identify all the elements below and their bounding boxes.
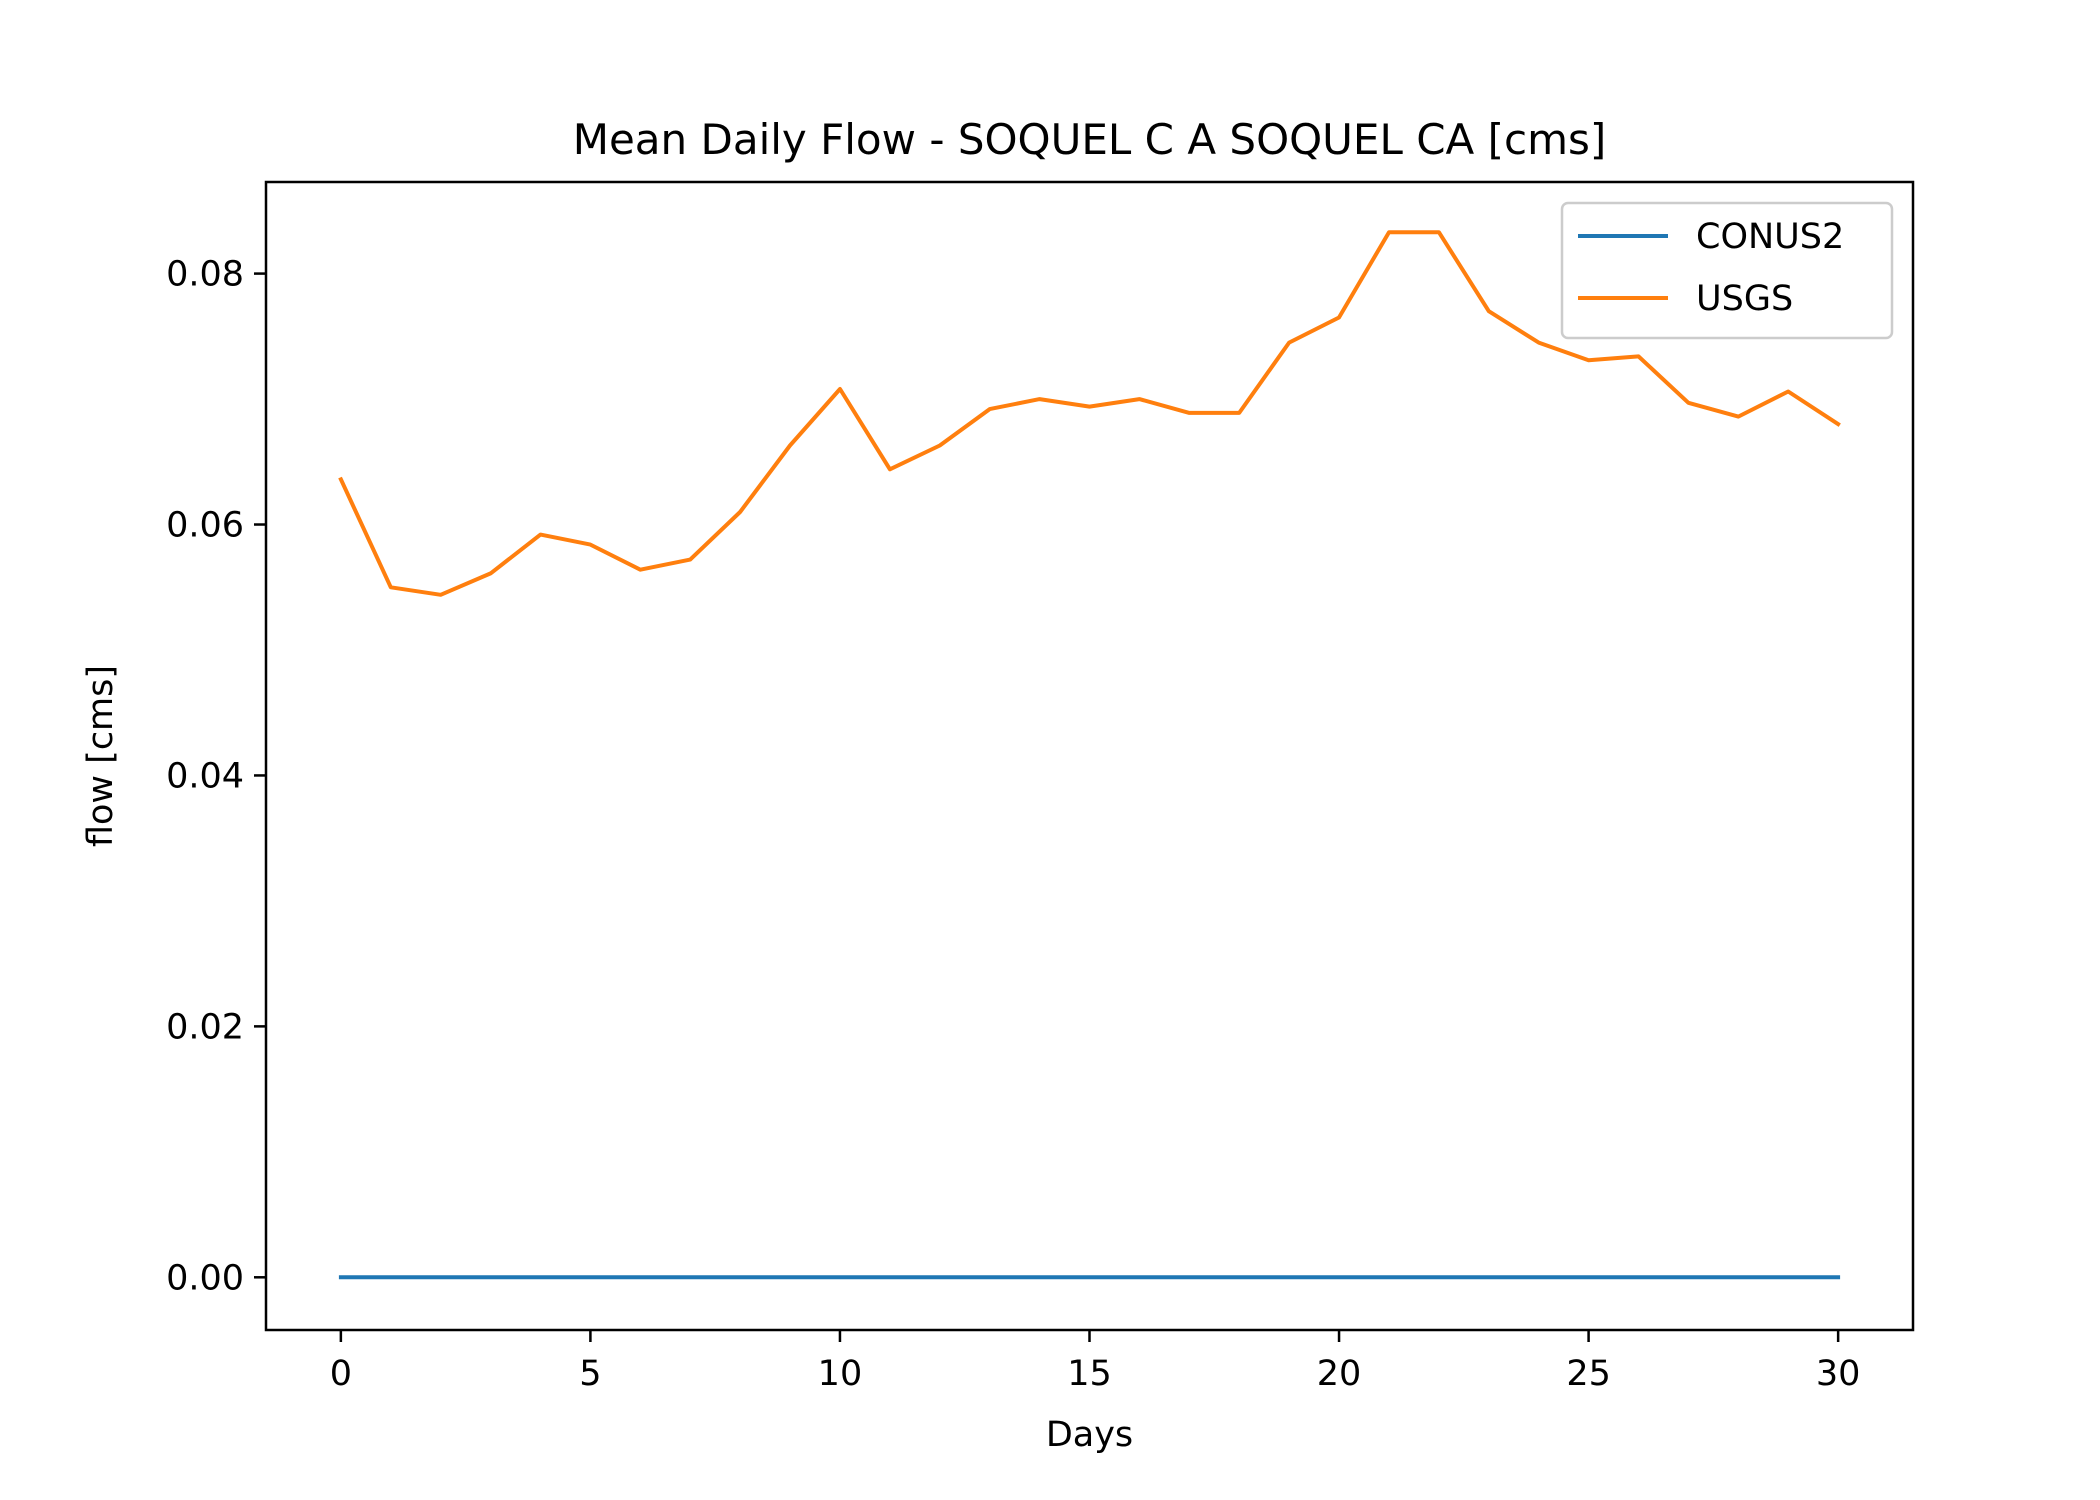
legend-label-conus2: CONUS2 xyxy=(1696,217,1844,257)
x-axis-label: Days xyxy=(1046,1415,1133,1455)
x-tick-label: 25 xyxy=(1566,1354,1611,1394)
y-tick-label: 0.08 xyxy=(166,255,244,295)
y-tick-label: 0.02 xyxy=(166,1007,244,1047)
x-tick-label: 15 xyxy=(1067,1354,1112,1394)
x-axis: 0 5 10 15 20 25 30 xyxy=(330,1330,1861,1394)
series-layer xyxy=(338,230,1841,1280)
x-tick-label: 10 xyxy=(818,1354,863,1394)
legend-label-usgs: USGS xyxy=(1696,279,1793,319)
y-axis: 0.00 0.02 0.04 0.06 0.08 xyxy=(166,255,266,1298)
y-tick-label: 0.00 xyxy=(166,1258,244,1298)
chart-title: Mean Daily Flow - SOQUEL C A SOQUEL CA [… xyxy=(573,115,1607,164)
x-tick-label: 30 xyxy=(1816,1354,1861,1394)
x-tick-label: 5 xyxy=(579,1354,601,1394)
x-tick-label: 20 xyxy=(1317,1354,1362,1394)
y-axis-label: flow [cms] xyxy=(81,665,121,847)
x-tick-label: 0 xyxy=(330,1354,352,1394)
legend: CONUS2 USGS xyxy=(1560,201,1894,340)
y-tick-label: 0.04 xyxy=(166,756,244,796)
y-tick-label: 0.06 xyxy=(166,506,244,546)
series-line-usgs xyxy=(338,230,1841,597)
